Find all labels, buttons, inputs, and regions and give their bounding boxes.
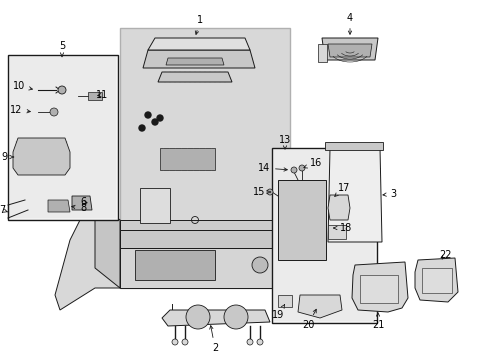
Bar bbox=[421, 268, 451, 293]
Text: 13: 13 bbox=[278, 135, 290, 149]
Polygon shape bbox=[321, 38, 377, 60]
Circle shape bbox=[139, 125, 145, 131]
Polygon shape bbox=[55, 220, 120, 310]
Polygon shape bbox=[72, 196, 92, 210]
Polygon shape bbox=[327, 195, 349, 220]
Circle shape bbox=[152, 119, 158, 125]
Polygon shape bbox=[13, 138, 70, 175]
Text: 20: 20 bbox=[301, 309, 316, 330]
Text: 9: 9 bbox=[2, 152, 14, 162]
Bar bbox=[359, 275, 397, 303]
Polygon shape bbox=[327, 44, 371, 57]
Bar bbox=[278, 180, 325, 260]
Polygon shape bbox=[327, 148, 381, 242]
Bar bbox=[88, 92, 102, 100]
Circle shape bbox=[50, 108, 58, 116]
Circle shape bbox=[185, 305, 209, 329]
Polygon shape bbox=[162, 310, 269, 326]
Circle shape bbox=[58, 86, 66, 94]
Circle shape bbox=[224, 305, 247, 329]
Text: 5: 5 bbox=[59, 41, 65, 57]
Bar bbox=[10, 57, 116, 218]
Bar bbox=[160, 148, 215, 170]
Bar bbox=[8, 55, 118, 220]
Bar bbox=[120, 28, 289, 288]
Circle shape bbox=[145, 112, 151, 118]
Text: 19: 19 bbox=[271, 305, 284, 320]
Polygon shape bbox=[317, 44, 326, 62]
Circle shape bbox=[266, 189, 272, 195]
Polygon shape bbox=[325, 142, 382, 150]
Bar bbox=[278, 295, 291, 307]
Text: 6: 6 bbox=[80, 197, 87, 207]
Polygon shape bbox=[414, 258, 457, 302]
Text: 10: 10 bbox=[13, 81, 32, 91]
Text: 16: 16 bbox=[303, 158, 322, 168]
Circle shape bbox=[182, 339, 187, 345]
Polygon shape bbox=[165, 58, 224, 65]
Circle shape bbox=[246, 339, 252, 345]
Polygon shape bbox=[120, 230, 289, 248]
Circle shape bbox=[290, 167, 296, 173]
Text: 1: 1 bbox=[195, 15, 203, 35]
Text: 21: 21 bbox=[371, 313, 384, 330]
Text: 8: 8 bbox=[72, 203, 86, 213]
Text: 7: 7 bbox=[0, 205, 8, 215]
Polygon shape bbox=[158, 72, 231, 82]
Polygon shape bbox=[351, 262, 407, 312]
Text: 17: 17 bbox=[334, 183, 350, 197]
Bar bbox=[271, 148, 376, 323]
Polygon shape bbox=[142, 50, 254, 68]
Circle shape bbox=[157, 115, 163, 121]
Polygon shape bbox=[95, 200, 120, 288]
Polygon shape bbox=[120, 220, 289, 230]
Text: 22: 22 bbox=[438, 250, 450, 260]
Polygon shape bbox=[297, 295, 341, 318]
Circle shape bbox=[172, 339, 178, 345]
Circle shape bbox=[251, 257, 267, 273]
Text: 11: 11 bbox=[96, 90, 108, 100]
Text: 14: 14 bbox=[257, 163, 287, 173]
Text: 15: 15 bbox=[252, 187, 270, 197]
Polygon shape bbox=[48, 200, 70, 212]
Polygon shape bbox=[148, 38, 249, 50]
Text: 18: 18 bbox=[333, 223, 351, 233]
Bar bbox=[273, 150, 374, 321]
Text: 2: 2 bbox=[209, 326, 218, 353]
Bar bbox=[140, 188, 170, 223]
Circle shape bbox=[257, 339, 263, 345]
Text: 3: 3 bbox=[382, 189, 395, 199]
Text: 12: 12 bbox=[10, 105, 30, 115]
Polygon shape bbox=[120, 248, 289, 288]
Bar bbox=[327, 225, 346, 239]
Bar bbox=[135, 250, 215, 280]
Circle shape bbox=[298, 165, 305, 171]
Text: 4: 4 bbox=[346, 13, 352, 34]
